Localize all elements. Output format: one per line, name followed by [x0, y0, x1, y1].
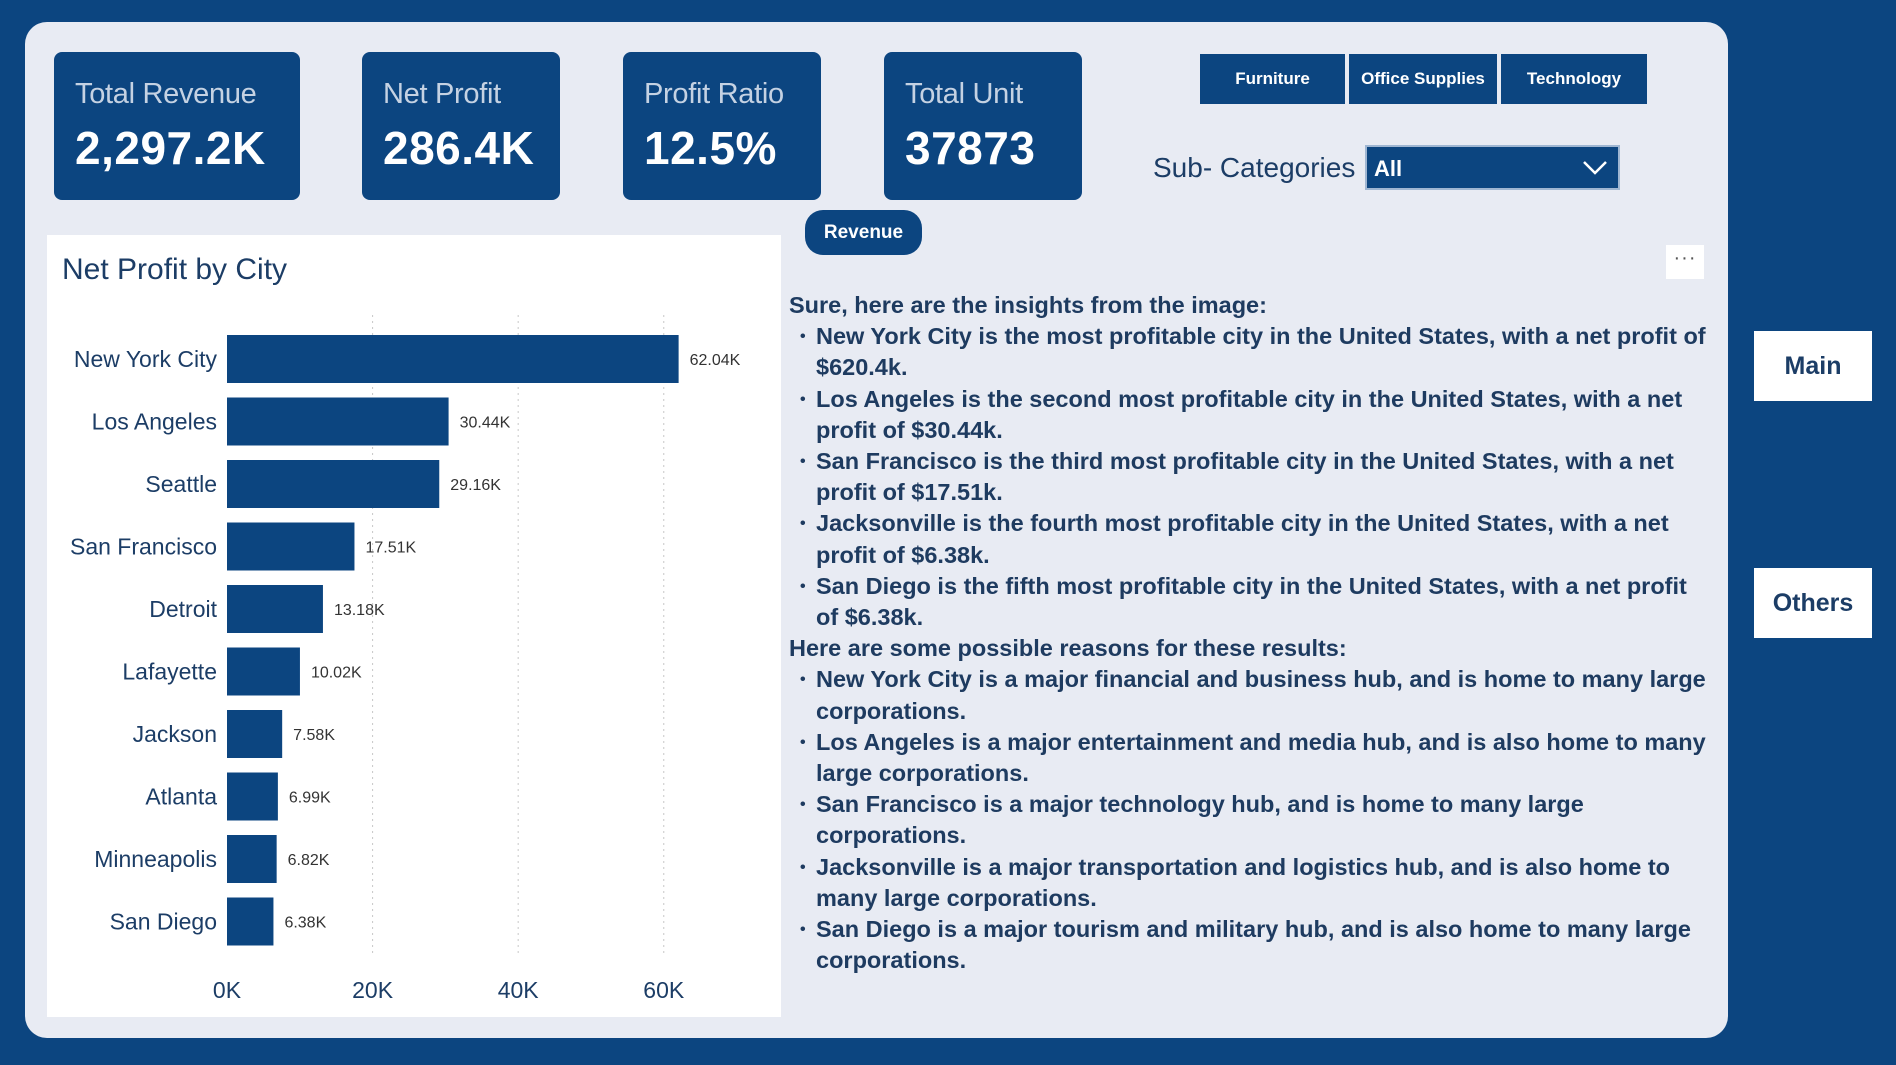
- reason-item: Los Angeles is a major entertainment and…: [789, 727, 1709, 789]
- y-tick-label: San Diego: [110, 909, 217, 935]
- data-label: 62.04K: [690, 352, 741, 369]
- kpi-total-revenue: Total Revenue 2,297.2K: [54, 52, 300, 200]
- y-tick-label: Seattle: [145, 471, 217, 497]
- insights-list: New York City is the most profitable cit…: [789, 321, 1709, 633]
- category-office-supplies-button[interactable]: Office Supplies: [1349, 54, 1497, 104]
- kpi-net-profit-label: Net Profit: [383, 78, 501, 110]
- category-technology-button[interactable]: Technology: [1501, 54, 1647, 104]
- kpi-net-profit-value: 286.4K: [383, 122, 535, 174]
- data-label: 13.18K: [334, 602, 385, 619]
- x-tick-label: 60K: [643, 977, 685, 1003]
- y-tick-label: San Francisco: [70, 534, 217, 560]
- kpi-total-revenue-label: Total Revenue: [75, 78, 257, 110]
- insight-item: San Diego is the fifth most profitable c…: [789, 571, 1709, 633]
- kpi-total-unit-value: 37873: [905, 122, 1036, 174]
- reasons-intro: Here are some possible reasons for these…: [789, 635, 1347, 662]
- chart-title: Net Profit by City: [62, 253, 288, 286]
- kpi-net-profit: Net Profit 286.4K: [362, 52, 560, 200]
- revenue-button[interactable]: Revenue: [805, 210, 922, 255]
- chart-canvas: 0K 20K 40K 60K New York City 62.04K Los Angele…: [70, 315, 741, 1003]
- y-tick-label: Minneapolis: [94, 846, 217, 872]
- insights-text: Sure, here are the insights from the ima…: [789, 290, 1709, 976]
- y-tick-label: Jackson: [133, 721, 217, 747]
- kpi-total-revenue-value: 2,297.2K: [75, 122, 266, 174]
- subcategories-dropdown[interactable]: All: [1365, 145, 1620, 190]
- category-furniture-button[interactable]: Furniture: [1200, 54, 1345, 104]
- subcategories-label: Sub- Categories: [1153, 152, 1356, 183]
- bar: [227, 772, 278, 821]
- subcategories-selected-value: All: [1374, 156, 1403, 181]
- data-label: 30.44K: [460, 415, 511, 432]
- others-page-button[interactable]: Others: [1754, 568, 1872, 638]
- bar: [227, 585, 323, 633]
- data-label: 6.99K: [289, 790, 331, 807]
- bar: [227, 835, 277, 883]
- insight-item: Los Angeles is the second most profitabl…: [789, 384, 1709, 446]
- bar: [227, 397, 449, 446]
- data-label: 29.16K: [450, 477, 501, 494]
- data-label: 6.82K: [288, 852, 330, 869]
- insights-intro: Sure, here are the insights from the ima…: [789, 292, 1267, 318]
- net-profit-by-city-chart: Net Profit by City 0K 20K 40K 60K New York C…: [47, 235, 781, 1017]
- kpi-profit-ratio-label: Profit Ratio: [644, 78, 784, 110]
- bar: [227, 522, 355, 571]
- bar: [227, 647, 300, 696]
- insight-item: New York City is the most profitable cit…: [789, 321, 1709, 383]
- x-tick-label: 40K: [498, 977, 540, 1003]
- y-tick-label: Detroit: [149, 596, 217, 622]
- data-label: 17.51K: [365, 540, 416, 557]
- main-page-button[interactable]: Main: [1754, 331, 1872, 401]
- y-tick-label: Los Angeles: [92, 409, 217, 435]
- x-tick-label: 20K: [352, 977, 394, 1003]
- insight-item: Jacksonville is the fourth most profitab…: [789, 508, 1709, 570]
- more-options-button[interactable]: ···: [1666, 245, 1704, 279]
- kpi-profit-ratio-value: 12.5%: [644, 122, 777, 174]
- bar: [227, 710, 283, 758]
- bar: [227, 897, 274, 946]
- reason-item: New York City is a major financial and b…: [789, 664, 1709, 726]
- chevron-down-icon: [1583, 161, 1607, 175]
- kpi-total-unit-label: Total Unit: [905, 78, 1023, 110]
- reason-item: Jacksonville is a major transportation a…: [789, 852, 1709, 914]
- y-tick-label: Atlanta: [145, 784, 217, 810]
- y-tick-label: New York City: [74, 346, 218, 372]
- reason-item: San Diego is a major tourism and militar…: [789, 914, 1709, 976]
- bar: [227, 460, 440, 508]
- kpi-total-unit: Total Unit 37873: [884, 52, 1082, 200]
- bar: [227, 335, 679, 383]
- x-tick-label: 0K: [213, 977, 242, 1003]
- data-label: 6.38K: [284, 915, 326, 932]
- y-tick-label: Lafayette: [122, 659, 217, 685]
- kpi-profit-ratio: Profit Ratio 12.5%: [623, 52, 821, 200]
- data-label: 7.58K: [293, 727, 335, 744]
- data-label: 10.02K: [311, 665, 362, 682]
- insight-item: San Francisco is the third most profitab…: [789, 446, 1709, 508]
- reasons-list: New York City is a major financial and b…: [789, 664, 1709, 976]
- reason-item: San Francisco is a major technology hub,…: [789, 789, 1709, 851]
